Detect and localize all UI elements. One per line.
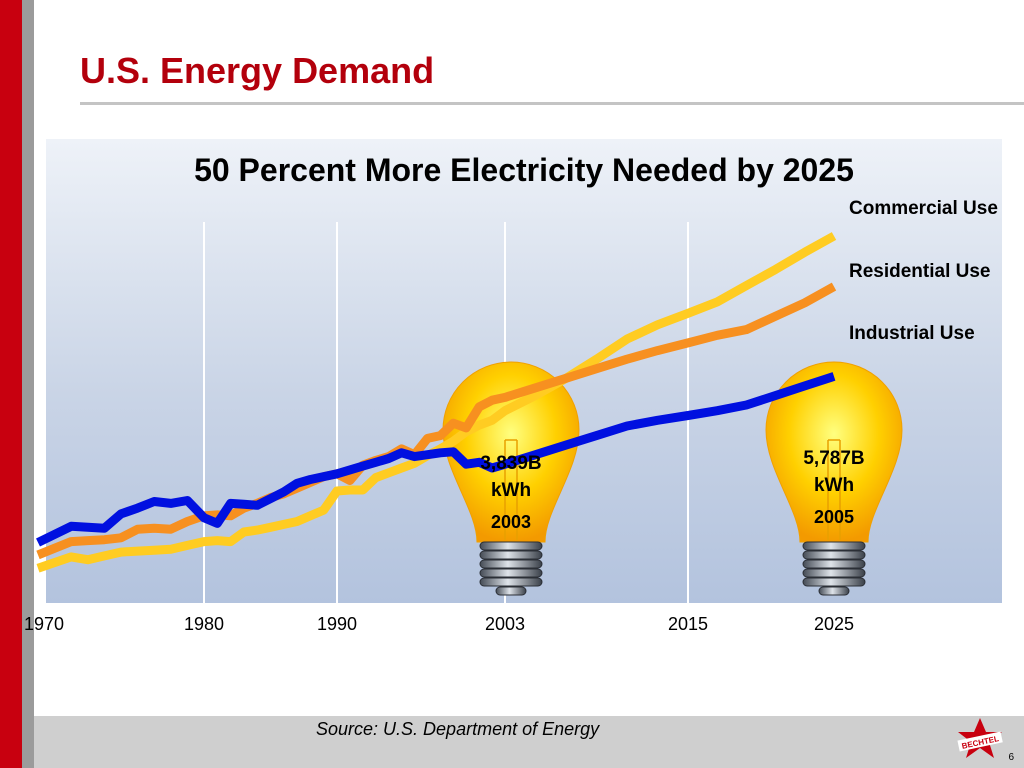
slide-title: U.S. Energy Demand [80,50,435,91]
bulb-base-band [479,577,543,587]
x-tick-label: 2025 [813,614,855,634]
series-line-residential-use [36,282,837,560]
chart-title: 50 Percent More Electricity Needed by 20… [194,152,854,188]
chart-lines [36,232,837,573]
series-line-industrial-use [36,372,836,547]
x-tick-label: 2015 [667,614,709,634]
chart-panel-margin [1002,139,1024,603]
accent-bar-grey [22,0,34,768]
bulb-2025-value: 5,787B [803,448,865,469]
bulb-base-band [802,550,866,560]
bulb-2003-year: 2003 [490,512,532,532]
bulb-2025-icon [765,361,903,596]
bulb-base-band [479,559,543,569]
bulb-2025-year: 2005 [813,507,855,527]
bulb-glass [765,361,903,543]
bulb-2025-unit: kWh [813,475,855,496]
bulb-2025-label: 5,787B kWh 2005 [774,445,894,528]
page-number: 6 [1008,752,1014,763]
bechtel-logo: BECHTEL [957,718,1003,758]
x-tick-label: 2003 [484,614,526,634]
x-tick-label: 1980 [183,614,225,634]
accent-bar-red [0,0,22,768]
bulb-base-band [479,541,543,551]
footer-band [34,716,1024,768]
bulb-filament [827,439,841,540]
x-tick-label: 1970 [23,614,65,634]
bulb-2003-value: 3,839B [480,453,542,474]
source-note: Source: U.S. Department of Energy [316,719,600,739]
bulb-2003-unit: kWh [490,480,532,501]
title-divider [80,102,1024,105]
bulb-base-band [818,586,850,596]
series-line-commercial-use [36,232,837,573]
bulb-base-band [479,550,543,560]
bulb-base-band [495,586,527,596]
legend-commercial: Commercial Use [849,198,998,219]
bulb-base-band [802,559,866,569]
x-tick-label: 1990 [316,614,358,634]
legend-residential: Residential Use [849,261,991,282]
bulb-base-band [802,577,866,587]
bulb-2003-label: 3,839B kWh 2003 [451,450,571,533]
chart-bulbs [442,361,903,596]
bulb-base-band [479,568,543,578]
legend-industrial: Industrial Use [849,323,975,344]
bulb-base-band [802,541,866,551]
bulb-base-band [802,568,866,578]
